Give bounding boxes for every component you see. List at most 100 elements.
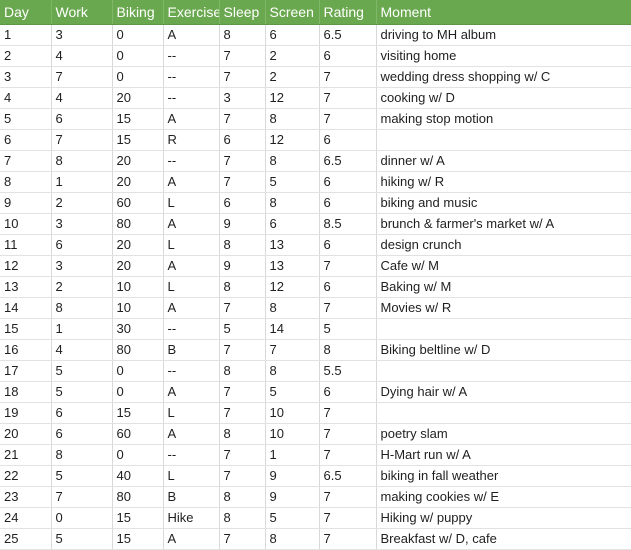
cell-screen[interactable]: 10 bbox=[265, 423, 320, 445]
cell-rating[interactable]: 7 bbox=[319, 66, 377, 88]
cell-work[interactable]: 7 bbox=[51, 129, 113, 151]
cell-rating[interactable]: 6 bbox=[319, 192, 377, 214]
cell-rating[interactable]: 6.5 bbox=[319, 465, 377, 487]
cell-screen[interactable]: 1 bbox=[265, 444, 320, 466]
cell-moment[interactable]: biking in fall weather bbox=[376, 465, 631, 487]
cell-screen[interactable]: 8 bbox=[265, 297, 320, 319]
cell-day[interactable]: 9 bbox=[0, 192, 52, 214]
column-header-moment[interactable]: Moment bbox=[376, 0, 631, 25]
cell-work[interactable]: 1 bbox=[51, 171, 113, 193]
cell-work[interactable]: 5 bbox=[51, 381, 113, 403]
cell-exercise[interactable]: B bbox=[163, 339, 220, 361]
cell-biking[interactable]: 20 bbox=[112, 150, 164, 172]
cell-sleep[interactable]: 7 bbox=[219, 150, 266, 172]
cell-exercise[interactable]: A bbox=[163, 108, 220, 130]
cell-sleep[interactable]: 8 bbox=[219, 24, 266, 46]
cell-moment[interactable]: wedding dress shopping w/ C bbox=[376, 66, 631, 88]
cell-moment[interactable]: Cafe w/ M bbox=[376, 255, 631, 277]
cell-rating[interactable]: 7 bbox=[319, 444, 377, 466]
cell-rating[interactable]: 6 bbox=[319, 171, 377, 193]
cell-moment[interactable]: Biking beltline w/ D bbox=[376, 339, 631, 361]
cell-biking[interactable]: 40 bbox=[112, 465, 164, 487]
column-header-biking[interactable]: Biking bbox=[112, 0, 164, 25]
cell-rating[interactable]: 8.5 bbox=[319, 213, 377, 235]
cell-moment[interactable]: visiting home bbox=[376, 45, 631, 67]
cell-exercise[interactable]: R bbox=[163, 129, 220, 151]
cell-exercise[interactable]: Hike bbox=[163, 507, 220, 529]
cell-moment[interactable]: Dying hair w/ A bbox=[376, 381, 631, 403]
cell-rating[interactable]: 7 bbox=[319, 108, 377, 130]
cell-biking[interactable]: 15 bbox=[112, 402, 164, 424]
cell-day[interactable]: 21 bbox=[0, 444, 52, 466]
cell-moment[interactable]: Hiking w/ puppy bbox=[376, 507, 631, 529]
cell-sleep[interactable]: 6 bbox=[219, 192, 266, 214]
cell-screen[interactable]: 5 bbox=[265, 171, 320, 193]
cell-biking[interactable]: 0 bbox=[112, 45, 164, 67]
cell-sleep[interactable]: 9 bbox=[219, 255, 266, 277]
cell-work[interactable]: 4 bbox=[51, 45, 113, 67]
cell-moment[interactable] bbox=[376, 129, 631, 151]
cell-screen[interactable]: 12 bbox=[265, 87, 320, 109]
cell-sleep[interactable]: 8 bbox=[219, 276, 266, 298]
cell-exercise[interactable]: L bbox=[163, 465, 220, 487]
cell-rating[interactable]: 7 bbox=[319, 528, 377, 550]
cell-screen[interactable]: 8 bbox=[265, 150, 320, 172]
cell-screen[interactable]: 9 bbox=[265, 465, 320, 487]
cell-work[interactable]: 6 bbox=[51, 234, 113, 256]
cell-screen[interactable]: 6 bbox=[265, 213, 320, 235]
cell-exercise[interactable]: L bbox=[163, 402, 220, 424]
cell-screen[interactable]: 8 bbox=[265, 108, 320, 130]
cell-day[interactable]: 8 bbox=[0, 171, 52, 193]
cell-screen[interactable]: 2 bbox=[265, 45, 320, 67]
cell-moment[interactable]: Baking w/ M bbox=[376, 276, 631, 298]
cell-screen[interactable]: 9 bbox=[265, 486, 320, 508]
cell-day[interactable]: 18 bbox=[0, 381, 52, 403]
cell-sleep[interactable]: 3 bbox=[219, 87, 266, 109]
cell-sleep[interactable]: 8 bbox=[219, 423, 266, 445]
cell-exercise[interactable]: L bbox=[163, 276, 220, 298]
cell-exercise[interactable]: A bbox=[163, 381, 220, 403]
cell-biking[interactable]: 0 bbox=[112, 360, 164, 382]
cell-biking[interactable]: 20 bbox=[112, 234, 164, 256]
cell-work[interactable]: 8 bbox=[51, 444, 113, 466]
cell-biking[interactable]: 20 bbox=[112, 87, 164, 109]
cell-screen[interactable]: 12 bbox=[265, 129, 320, 151]
cell-moment[interactable]: Breakfast w/ D, cafe bbox=[376, 528, 631, 550]
cell-sleep[interactable]: 7 bbox=[219, 381, 266, 403]
cell-day[interactable]: 24 bbox=[0, 507, 52, 529]
cell-exercise[interactable]: A bbox=[163, 528, 220, 550]
cell-exercise[interactable]: -- bbox=[163, 150, 220, 172]
cell-day[interactable]: 19 bbox=[0, 402, 52, 424]
cell-screen[interactable]: 12 bbox=[265, 276, 320, 298]
cell-screen[interactable]: 10 bbox=[265, 402, 320, 424]
cell-day[interactable]: 11 bbox=[0, 234, 52, 256]
cell-day[interactable]: 20 bbox=[0, 423, 52, 445]
cell-exercise[interactable]: A bbox=[163, 171, 220, 193]
cell-rating[interactable]: 6.5 bbox=[319, 150, 377, 172]
cell-work[interactable]: 5 bbox=[51, 528, 113, 550]
cell-moment[interactable]: dinner w/ A bbox=[376, 150, 631, 172]
cell-day[interactable]: 23 bbox=[0, 486, 52, 508]
cell-day[interactable]: 3 bbox=[0, 66, 52, 88]
cell-moment[interactable]: H-Mart run w/ A bbox=[376, 444, 631, 466]
cell-sleep[interactable]: 7 bbox=[219, 444, 266, 466]
column-header-work[interactable]: Work bbox=[51, 0, 113, 25]
cell-rating[interactable]: 6 bbox=[319, 45, 377, 67]
cell-exercise[interactable]: A bbox=[163, 255, 220, 277]
cell-work[interactable]: 2 bbox=[51, 276, 113, 298]
cell-work[interactable]: 4 bbox=[51, 87, 113, 109]
cell-sleep[interactable]: 7 bbox=[219, 171, 266, 193]
cell-exercise[interactable]: -- bbox=[163, 45, 220, 67]
cell-sleep[interactable]: 7 bbox=[219, 45, 266, 67]
cell-exercise[interactable]: -- bbox=[163, 87, 220, 109]
cell-rating[interactable]: 6 bbox=[319, 276, 377, 298]
cell-biking[interactable]: 20 bbox=[112, 255, 164, 277]
cell-day[interactable]: 1 bbox=[0, 24, 52, 46]
cell-day[interactable]: 4 bbox=[0, 87, 52, 109]
cell-sleep[interactable]: 9 bbox=[219, 213, 266, 235]
cell-exercise[interactable]: -- bbox=[163, 444, 220, 466]
cell-moment[interactable]: poetry slam bbox=[376, 423, 631, 445]
cell-work[interactable]: 3 bbox=[51, 213, 113, 235]
cell-moment[interactable]: driving to MH album bbox=[376, 24, 631, 46]
cell-day[interactable]: 2 bbox=[0, 45, 52, 67]
